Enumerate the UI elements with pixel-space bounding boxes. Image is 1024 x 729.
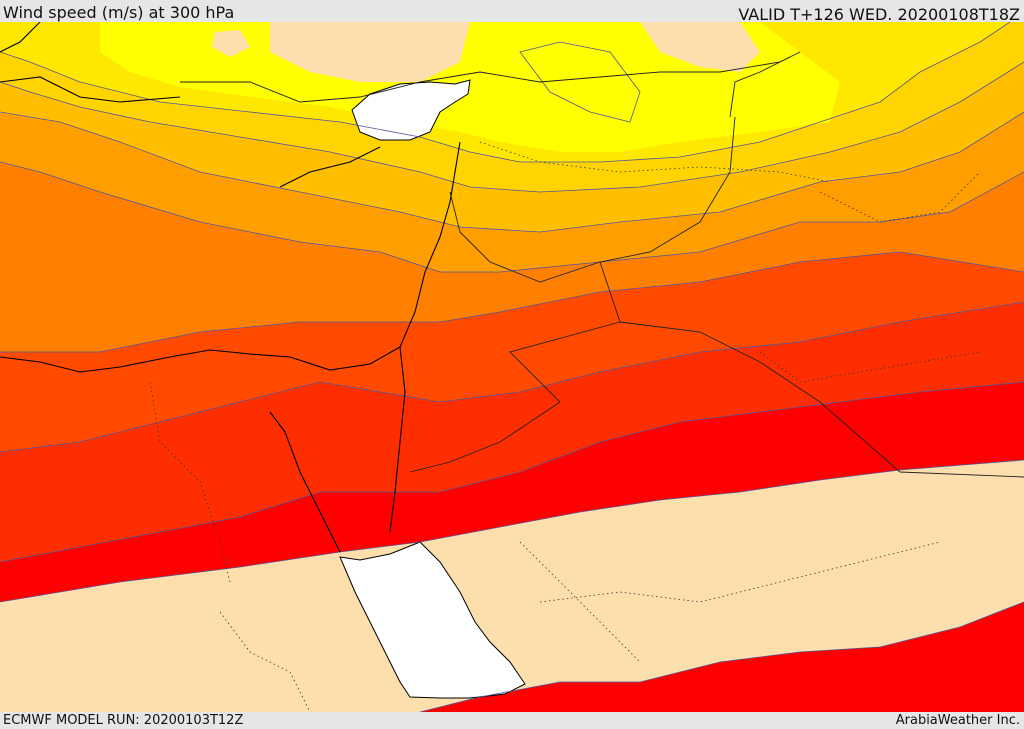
borders <box>180 51 1024 478</box>
wind-speed-map <box>0 22 1024 712</box>
model-run-label: ECMWF MODEL RUN: 20200103T12Z <box>3 713 244 728</box>
sea-north <box>351 79 471 141</box>
map-title: Wind speed (m/s) at 300 hPa <box>3 3 235 22</box>
admin-boundaries <box>149 141 981 712</box>
band-red-south <box>420 602 1024 712</box>
coastlines <box>0 22 461 553</box>
contours <box>0 22 1024 712</box>
calm-band-south <box>0 460 1024 712</box>
calm-patch-northeast <box>640 22 760 72</box>
credit-label: ArabiaWeather Inc. <box>895 713 1020 728</box>
calm-patch-north <box>270 22 470 82</box>
calm-patch-northwest <box>212 30 250 57</box>
valid-time-label: VALID T+126 WED. 20200108T18Z <box>738 5 1020 24</box>
